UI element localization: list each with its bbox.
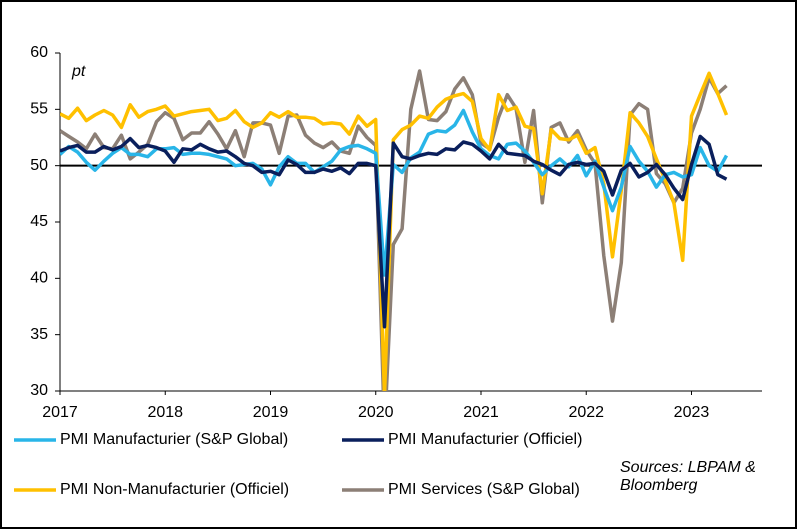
legend-label: PMI Manufacturier (S&P Global) xyxy=(60,431,288,448)
unit-label: pt xyxy=(71,63,86,80)
x-tick-label: 2017 xyxy=(42,404,78,421)
x-tick-label: 2020 xyxy=(358,404,394,421)
legend-label: PMI Manufacturier (Officiel) xyxy=(388,431,582,448)
y-tick-label: 60 xyxy=(30,44,48,61)
y-tick-label: 55 xyxy=(30,101,48,118)
x-tick-label: 2018 xyxy=(147,404,183,421)
legend-label: PMI Non-Manufacturier (Officiel) xyxy=(60,481,289,498)
x-tick-label: 2023 xyxy=(674,404,710,421)
series-line xyxy=(60,134,728,329)
legend-label: PMI Services (S&P Global) xyxy=(388,481,580,498)
x-tick-label: 2021 xyxy=(463,404,499,421)
source: Sources: LBPAM & xyxy=(620,459,756,476)
series-line xyxy=(60,71,729,391)
series-line xyxy=(60,69,728,391)
x-tick-label: 2019 xyxy=(253,404,289,421)
source: Bloomberg xyxy=(620,477,697,494)
x-tick-label: 2022 xyxy=(568,404,604,421)
y-tick-label: 30 xyxy=(30,382,48,399)
y-tick-label: 40 xyxy=(30,270,48,287)
y-tick-label: 50 xyxy=(30,157,48,174)
y-tick-label: 45 xyxy=(30,213,48,230)
y-tick-label: 35 xyxy=(30,326,48,343)
